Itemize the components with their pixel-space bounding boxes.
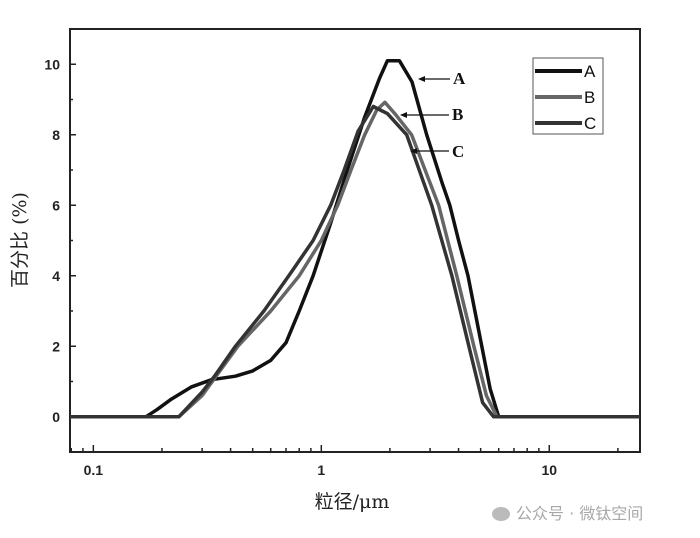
annotation-label-b: B xyxy=(452,105,463,124)
arrowhead-icon xyxy=(418,76,425,82)
series-line-c xyxy=(70,104,640,419)
annotation-label-a: A xyxy=(453,69,466,88)
x-tick-label: 10 xyxy=(541,462,557,478)
x-tick-label: 1 xyxy=(317,462,325,478)
x-axis-title: 粒径/μm xyxy=(315,491,390,513)
wechat-icon xyxy=(492,507,510,521)
y-tick-label: 4 xyxy=(52,268,60,284)
legend-label-b: B xyxy=(584,88,595,107)
watermark: 公众号 · 微钛空间 xyxy=(492,500,643,524)
y-tick-label: 0 xyxy=(52,409,60,425)
y-tick-label: 10 xyxy=(44,56,60,72)
watermark-text: 公众号 · 微钛空间 xyxy=(516,504,644,523)
legend-label-c: C xyxy=(584,114,596,133)
annotation-label-c: C xyxy=(452,142,464,161)
y-axis-title: 百分比 (%) xyxy=(9,192,31,288)
y-tick-label: 6 xyxy=(52,197,60,213)
legend: ABC xyxy=(532,57,604,135)
legend-label-a: A xyxy=(584,62,596,81)
y-tick-label: 8 xyxy=(52,127,60,143)
x-tick-label: 0.1 xyxy=(84,462,104,478)
arrowhead-icon xyxy=(400,112,407,118)
series-line-a xyxy=(70,58,640,419)
arrowhead-icon xyxy=(410,148,417,154)
y-tick-label: 2 xyxy=(52,338,60,354)
